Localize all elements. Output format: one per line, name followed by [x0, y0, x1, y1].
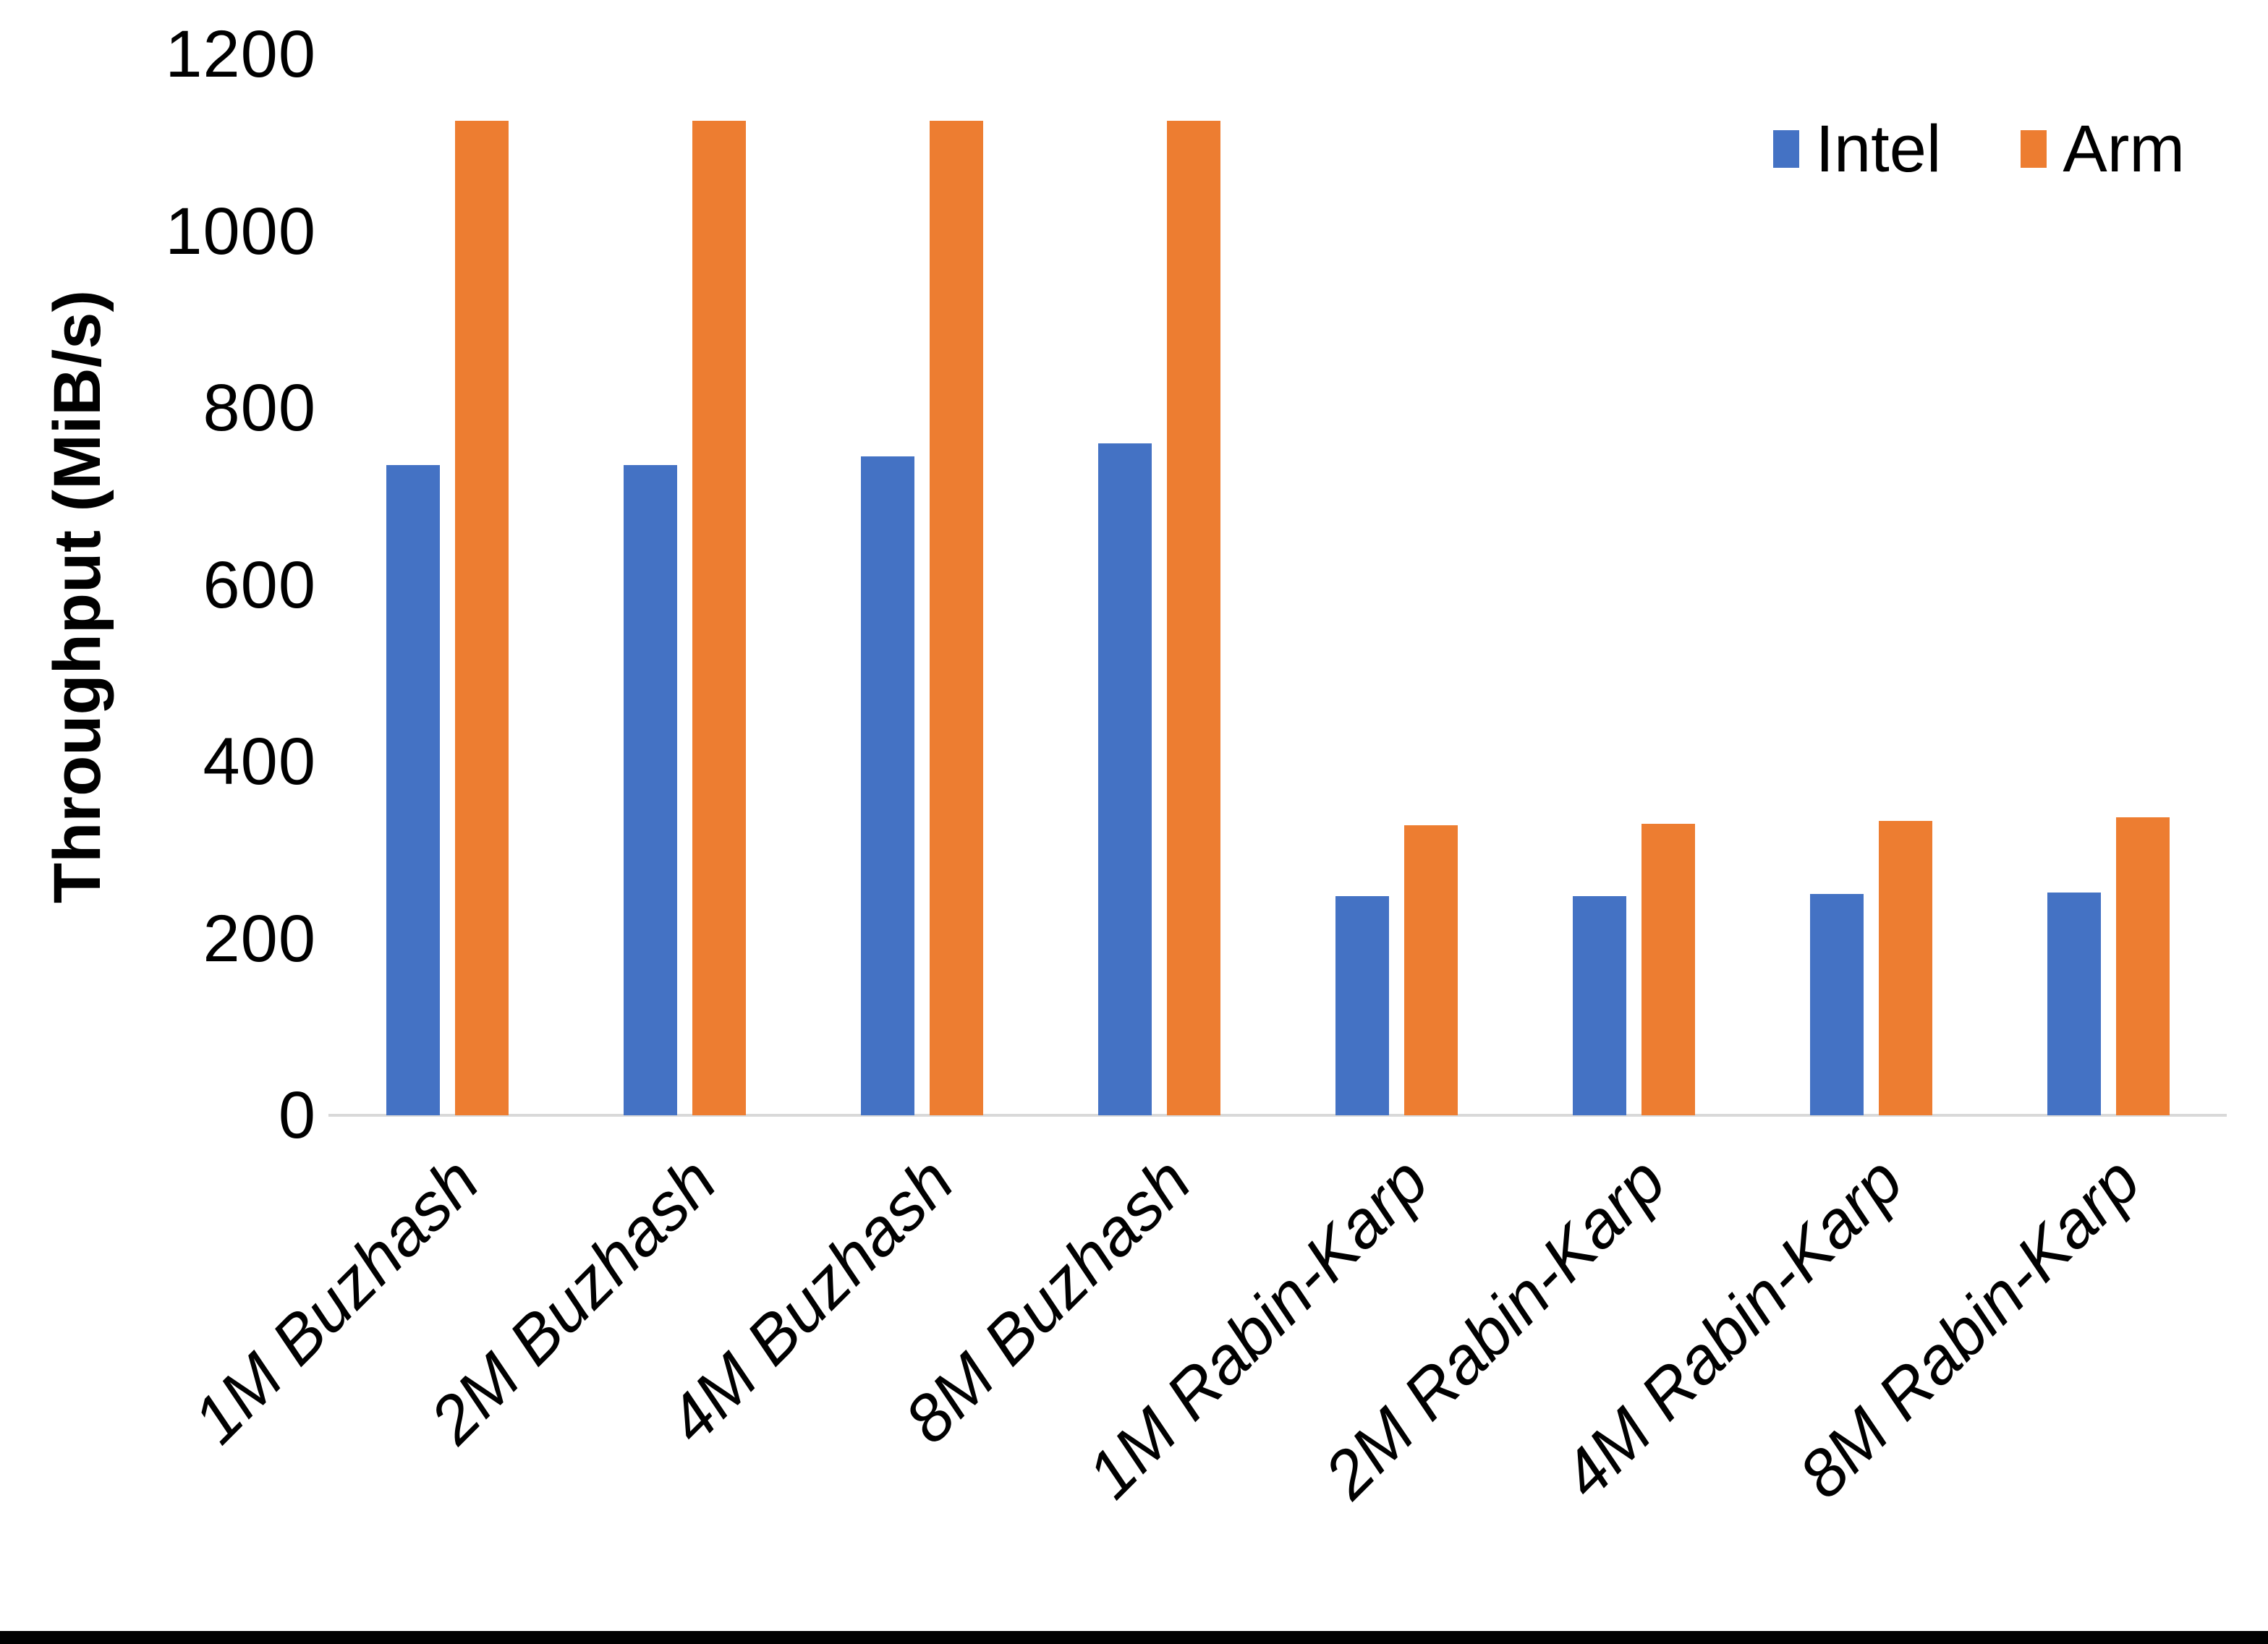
- bar-arm-1m-buzhash: [454, 120, 509, 1115]
- x-category-label-1m-rabin-karp: 1M Rabin-Karp: [1073, 1143, 1443, 1512]
- bar-arm-4m-buzhash: [929, 120, 983, 1115]
- bar-intel-1m-rabin-karp: [1335, 895, 1389, 1115]
- x-category-label-4m-rabin-karp: 4M Rabin-Karp: [1547, 1143, 1917, 1512]
- y-tick-label-200: 200: [203, 901, 316, 976]
- bar-arm-4m-rabin-karp: [1878, 820, 1932, 1115]
- legend-swatch-intel: [1773, 130, 1800, 168]
- legend-item-arm: Arm: [2021, 113, 2185, 185]
- y-tick-label-1000: 1000: [165, 194, 316, 268]
- legend-label-arm: Arm: [2063, 112, 2185, 186]
- x-category-label-4m-buzhash: 4M Buzhash: [653, 1143, 968, 1458]
- bar-arm-2m-rabin-karp: [1641, 823, 1695, 1115]
- legend-swatch-arm: [2021, 130, 2047, 168]
- bottom-border: [0, 1631, 2268, 1644]
- bar-arm-1m-rabin-karp: [1403, 825, 1458, 1115]
- legend-item-intel: Intel: [1773, 113, 1941, 185]
- x-axis-line: [328, 1114, 2227, 1117]
- y-tick-label-800: 800: [203, 371, 316, 445]
- bar-intel-4m-rabin-karp: [1809, 894, 1864, 1115]
- bar-intel-4m-buzhash: [860, 456, 914, 1115]
- bar-intel-1m-buzhash: [386, 465, 440, 1115]
- bar-arm-8m-buzhash: [1166, 120, 1220, 1115]
- x-category-label-8m-buzhash: 8M Buzhash: [891, 1143, 1205, 1458]
- x-category-label-1m-buzhash: 1M Buzhash: [179, 1143, 493, 1458]
- legend-label-intel: Intel: [1815, 112, 1942, 186]
- y-tick-label-0: 0: [278, 1078, 316, 1152]
- y-tick-label-400: 400: [203, 725, 316, 798]
- x-category-label-2m-buzhash: 2M Buzhash: [416, 1143, 731, 1458]
- y-tick-label-600: 600: [203, 548, 316, 622]
- y-tick-label-1200: 1200: [165, 17, 316, 91]
- bar-arm-8m-rabin-karp: [2115, 817, 2170, 1115]
- bar-intel-8m-rabin-karp: [2047, 892, 2101, 1115]
- legend: Intel Arm: [1773, 113, 2185, 185]
- x-category-label-2m-rabin-karp: 2M Rabin-Karp: [1310, 1143, 1680, 1512]
- bar-intel-2m-buzhash: [623, 465, 677, 1115]
- x-category-label-8m-rabin-karp: 8M Rabin-Karp: [1785, 1143, 2154, 1512]
- bar-intel-2m-rabin-karp: [1572, 895, 1626, 1115]
- bar-intel-8m-buzhash: [1097, 443, 1152, 1115]
- bar-arm-2m-buzhash: [692, 120, 746, 1115]
